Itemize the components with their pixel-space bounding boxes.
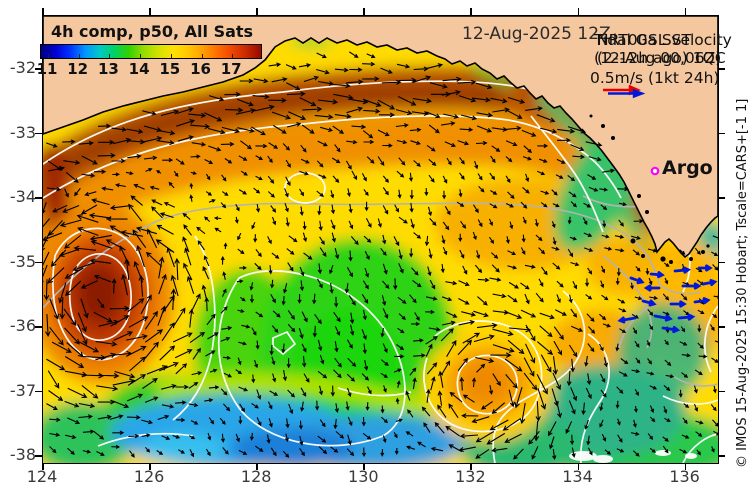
velocity-scale-arrow-icon: [602, 84, 650, 103]
sst-product-annotation: NRT00a SST (2-12h ago) 1QC: [597, 31, 726, 67]
y-axis-tick-left: [35, 390, 42, 392]
y-axis-tick-left: [35, 132, 42, 134]
map-frame: [42, 15, 719, 464]
colorbar-tick-label: 14: [128, 60, 150, 78]
x-axis-tick-label: 130: [348, 467, 379, 486]
y-axis-tick-right: [718, 390, 725, 392]
x-axis-tick-top: [363, 8, 365, 15]
x-axis-tick-bottom: [256, 463, 258, 470]
colorbar-tick: [201, 54, 203, 58]
x-axis-tick-label: 128: [240, 467, 272, 486]
y-axis-tick-label: -35: [9, 251, 36, 271]
velocity-vectors: [43, 51, 718, 460]
y-axis-tick-left: [35, 197, 42, 199]
y-axis-tick-left: [35, 326, 42, 328]
colorbar-tick: [109, 54, 111, 58]
credit-text: © IMOS 15-Aug-2025 15:30 Hobart; Tscale=…: [735, 98, 750, 468]
x-axis-tick-bottom: [363, 463, 365, 470]
x-axis-tick-top: [256, 8, 258, 15]
sst-colorbar: 4h comp, p50, All Sats 11 12 13 14 15 16 17: [37, 22, 264, 78]
y-axis-tick-right: [718, 197, 725, 199]
velocity-scale-annotation: 0.5m/s (1kt 24h): [590, 69, 720, 87]
x-axis-tick-top: [577, 8, 579, 15]
x-axis-tick-bottom: [149, 463, 151, 470]
y-axis-tick-label: -38: [9, 445, 36, 464]
colorbar-tick-label: 16: [190, 60, 211, 78]
y-axis-tick-right: [718, 455, 725, 457]
y-axis-tick-right: [718, 261, 725, 263]
x-axis-tick-top: [149, 8, 151, 15]
islands: [589, 114, 710, 264]
colorbar-title: 4h comp, p50, All Sats: [50, 22, 254, 41]
x-axis-tick-label: 134: [562, 467, 593, 486]
y-axis-tick-left: [35, 68, 42, 70]
x-axis-tick-bottom: [577, 463, 579, 470]
x-axis-tick-top: [684, 8, 687, 15]
x-axis-tick-top: [470, 8, 472, 15]
x-axis-tick-label: 124: [26, 467, 58, 486]
argo-label: Argo: [662, 157, 713, 179]
colorbar-tick-label: 13: [97, 60, 119, 78]
x-axis-tick-label: 136: [669, 467, 700, 486]
colorbar-tick-label: 11: [36, 60, 58, 78]
y-axis-tick-label: -36: [9, 316, 36, 335]
colorbar-tick-label: 12: [67, 60, 89, 78]
velocity-product-annotation: Tidal GSL velocity (12-Aug 00,06Z): [594, 31, 732, 67]
y-axis-tick-right: [718, 68, 725, 70]
tidal-velocity-vectors-blue: [617, 264, 718, 334]
argo-float-marker: [650, 166, 660, 176]
land-polygon: [43, 16, 718, 259]
x-axis-tick-label: 132: [455, 467, 486, 486]
y-axis-tick-label: -34: [9, 187, 36, 206]
colorbar-tick: [78, 54, 80, 58]
x-axis-tick-bottom: [470, 463, 472, 470]
colorbar-tick: [140, 54, 142, 58]
cloud-patches: [569, 450, 697, 463]
y-axis-tick-left: [35, 261, 42, 263]
y-axis-tick-right: [718, 326, 725, 328]
x-axis-tick-bottom: [42, 463, 44, 470]
colorbar-tick-label: 17: [220, 60, 242, 78]
colorbar-tick-labels: 11 12 13 14 15 16 17: [37, 60, 264, 78]
x-axis-tick-bottom: [684, 463, 687, 470]
colorbar-tick: [48, 54, 49, 58]
colorbar-gradient: [40, 44, 262, 59]
colorbar-tick: [232, 54, 234, 58]
x-axis-tick-label: 126: [133, 467, 165, 486]
y-axis-tick-label: -33: [9, 122, 36, 142]
sst-map: [43, 16, 718, 463]
x-axis-tick-top: [42, 8, 44, 15]
y-axis-tick-label: -32: [9, 58, 36, 77]
sst-raster: [43, 16, 718, 463]
colorbar-tick-label: 15: [159, 60, 181, 78]
map-datetime-label: 12-Aug-2025 12Z: [462, 24, 611, 44]
y-axis-tick-left: [35, 455, 42, 457]
y-axis-tick-label: -37: [9, 380, 36, 400]
colorbar-tick: [170, 54, 172, 58]
y-axis-tick-right: [718, 132, 725, 134]
